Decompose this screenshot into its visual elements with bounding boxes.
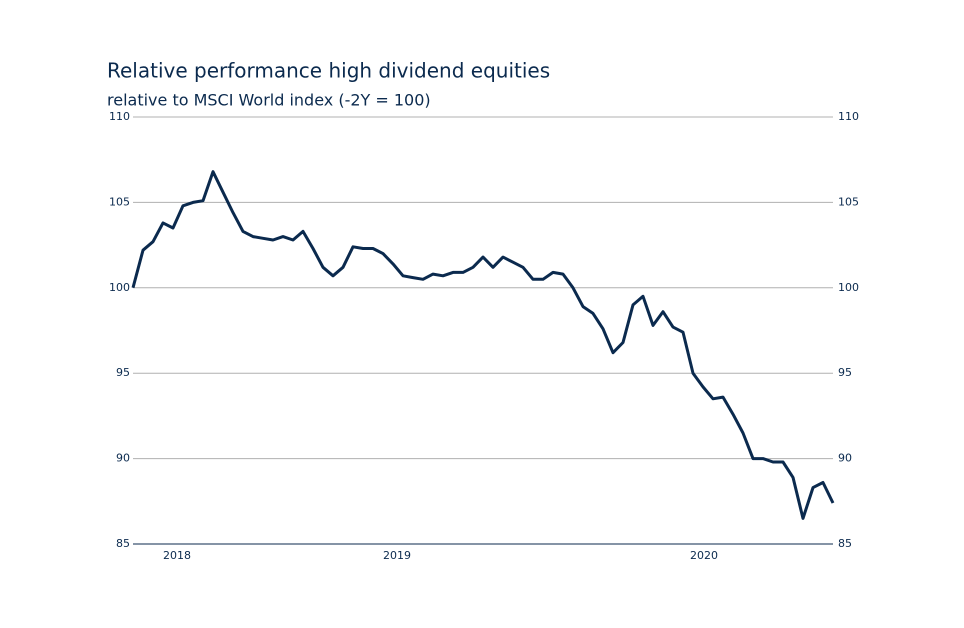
y-tick-label: 110 bbox=[109, 110, 130, 123]
y2-tick-label: 105 bbox=[838, 195, 859, 208]
y2-tick-label: 110 bbox=[838, 110, 859, 123]
x-tick-label: 2020 bbox=[690, 549, 718, 562]
y-tick-label: 90 bbox=[116, 452, 130, 465]
y-tick-label: 105 bbox=[109, 195, 130, 208]
y-tick-label: 100 bbox=[109, 281, 130, 294]
y-tick-label: 85 bbox=[116, 537, 130, 550]
x-tick-label: 2018 bbox=[163, 549, 191, 562]
y2-tick-label: 95 bbox=[838, 366, 852, 379]
chart-subtitle: relative to MSCI World index (-2Y = 100) bbox=[107, 91, 431, 110]
x-tick-label: 2019 bbox=[383, 549, 411, 562]
y-tick-label: 95 bbox=[116, 366, 130, 379]
y2-tick-label: 90 bbox=[838, 452, 852, 465]
y2-tick-label: 100 bbox=[838, 281, 859, 294]
data-line bbox=[131, 170, 835, 520]
chart-title: Relative performance high dividend equit… bbox=[107, 59, 550, 83]
y2-tick-label: 85 bbox=[838, 537, 852, 550]
